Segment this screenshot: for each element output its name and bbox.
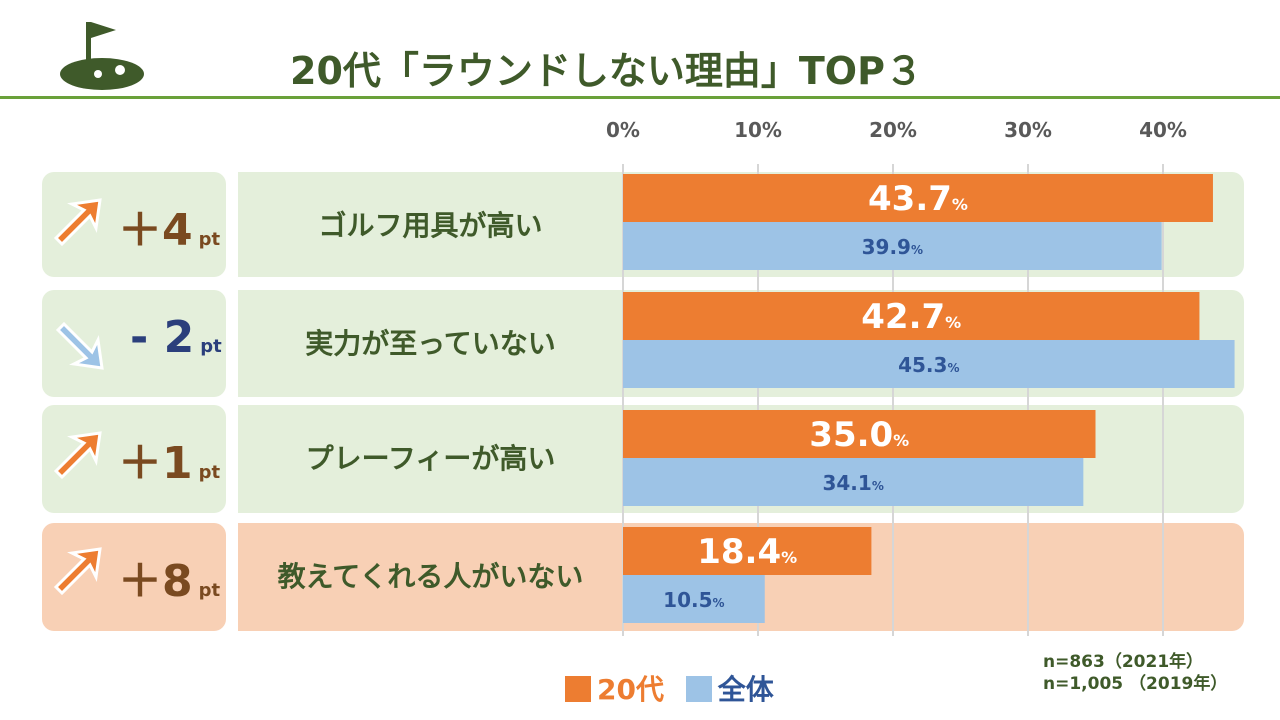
data-label-all: 10.5% bbox=[663, 588, 724, 612]
row-1-diff: ＋4 pt bbox=[118, 205, 221, 256]
bar-all bbox=[623, 575, 765, 623]
chart-legend: 20代 全体 bbox=[565, 668, 774, 708]
bar-all bbox=[623, 458, 1084, 506]
golf-flag-logo-icon bbox=[60, 22, 144, 90]
legend-swatch-20s bbox=[565, 676, 591, 702]
row-1-reason: ゴルフ用具が高い bbox=[318, 209, 543, 242]
sample-note-2019: n=1,005 （2019年） bbox=[1043, 674, 1228, 694]
row-3-diff: ＋1 pt bbox=[118, 438, 221, 489]
legend-label-20s: 20代 bbox=[597, 673, 664, 706]
bar-all bbox=[623, 222, 1162, 270]
row-1-diff-panel: ＋4 pt bbox=[42, 172, 226, 277]
data-label-all: 34.1% bbox=[822, 471, 883, 495]
bar-20s bbox=[623, 410, 1096, 458]
row-2-reason: 実力が至っていない bbox=[305, 327, 556, 360]
bar-20s bbox=[623, 292, 1200, 340]
x-tick-label: 0% bbox=[606, 118, 640, 142]
title-divider bbox=[0, 96, 1280, 99]
legend-label-all: 全体 bbox=[717, 673, 774, 706]
data-label-20s: 35.0% bbox=[809, 415, 909, 455]
arrow-up-right-icon bbox=[53, 198, 102, 247]
data-label-all: 45.3% bbox=[898, 353, 959, 377]
row-4-diff-panel: ＋8 pt bbox=[42, 523, 226, 631]
legend-swatch-all bbox=[685, 676, 712, 702]
bar-20s bbox=[623, 527, 872, 575]
row-2-diff-panel: - 2 pt bbox=[42, 290, 226, 397]
page-title: 20代「ラウンドしない理由」TOP３ bbox=[290, 49, 923, 93]
row-4-reason: 教えてくれる人がいない bbox=[277, 560, 584, 593]
arrow-up-right-icon bbox=[53, 547, 102, 596]
x-tick-label: 40% bbox=[1139, 118, 1187, 142]
data-label-20s: 18.4% bbox=[697, 532, 797, 572]
row-3-reason: プレーフィーが高い bbox=[305, 442, 556, 475]
data-label-20s: 42.7% bbox=[861, 297, 961, 337]
row-2-diff: - 2 pt bbox=[130, 312, 222, 363]
arrow-down-right-icon bbox=[55, 321, 104, 370]
arrow-up-right-icon bbox=[53, 431, 102, 480]
bar-20s bbox=[623, 174, 1213, 222]
bar-all bbox=[623, 340, 1235, 388]
data-label-20s: 43.7% bbox=[868, 179, 968, 219]
row-3-diff-panel: ＋1 pt bbox=[42, 405, 226, 513]
x-tick-label: 10% bbox=[734, 118, 782, 142]
row-4-diff: ＋8 pt bbox=[118, 556, 221, 607]
sample-note-2021: n=863（2021年） bbox=[1043, 652, 1204, 672]
x-tick-label: 20% bbox=[869, 118, 917, 142]
data-label-all: 39.9% bbox=[862, 235, 923, 259]
sample-size-notes: n=863（2021年） n=1,005 （2019年） bbox=[1043, 651, 1227, 695]
x-tick-label: 30% bbox=[1004, 118, 1052, 142]
